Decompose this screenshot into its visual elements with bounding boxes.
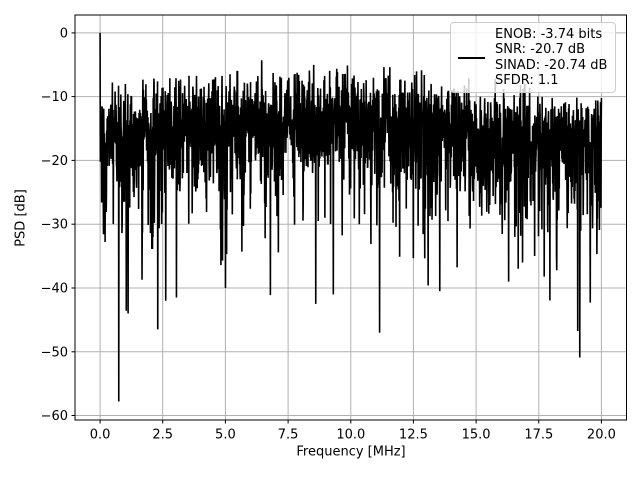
legend-item-snr: SNR: -20.7 dB (495, 42, 586, 57)
y-tick-label: −50 (41, 345, 68, 360)
y-tick-label: 0 (60, 26, 68, 41)
x-tick-label: 5.0 (215, 428, 236, 443)
y-tick-label: −40 (41, 282, 68, 297)
x-tick-label: 10.0 (336, 428, 365, 443)
legend-item-sfdr: SFDR: 1.1 (495, 73, 559, 88)
legend-item-sinad: SINAD: -20.74 dB (495, 57, 608, 73)
x-axis-label: Frequency [MHz] (296, 444, 406, 460)
y-tick-label: −60 (41, 409, 68, 424)
x-tick-label: 12.5 (399, 428, 428, 443)
y-tick-label: −20 (41, 154, 68, 169)
x-tick-label: 20.0 (587, 428, 616, 443)
psd-line (99, 32, 603, 402)
x-tick-label: 2.5 (152, 428, 173, 443)
legend-text-block: ENOB: -3.74 bits SNR: -20.7 dB SINAD: -2… (495, 27, 607, 89)
y-tick-label: −10 (41, 90, 68, 105)
legend-item-enob: ENOB: -3.74 bits (495, 26, 603, 42)
y-axis-label: PSD [dB] (13, 189, 29, 247)
x-tick-label: 7.5 (278, 428, 299, 443)
legend: ENOB: -3.74 bits SNR: -20.7 dB SINAD: -2… (450, 22, 616, 93)
x-tick-label: 17.5 (524, 428, 553, 443)
y-tick-label: −30 (41, 218, 68, 233)
legend-line-sample (458, 56, 485, 59)
x-tick-label: 0.0 (90, 428, 111, 443)
x-tick-label: 15.0 (462, 428, 491, 443)
